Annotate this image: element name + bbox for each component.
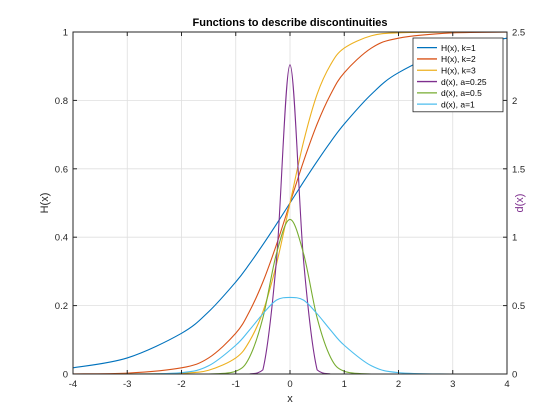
x-tick-label: 3 [450, 379, 455, 390]
legend-label: H(x), k=1 [441, 43, 476, 53]
legend-label: d(x), a=0.5 [441, 88, 482, 98]
chart-title: Functions to describe discontinuities [193, 17, 388, 29]
legend-box [412, 37, 504, 113]
y-left-tick-label: 0.8 [55, 96, 68, 107]
x-tick-label: 0 [287, 379, 292, 390]
x-axis-label: x [287, 393, 293, 405]
series-line-3 [72, 31, 508, 375]
x-tick-label: -2 [177, 379, 185, 390]
y-right-tick-label: 1.5 [512, 164, 525, 175]
legend-label: H(x), k=3 [441, 65, 476, 75]
x-tick-label: -1 [232, 379, 240, 390]
y-axis-left-label: H(x) [39, 193, 51, 214]
y-left-tick-label: 1 [63, 28, 68, 39]
y-right-tick-label: 2.5 [512, 28, 525, 39]
y-left-tick-label: 0.2 [55, 301, 68, 312]
y-left-tick-label: 0.6 [55, 164, 68, 175]
legend-label: d(x), a=1 [441, 99, 475, 109]
series-line-6 [72, 296, 508, 375]
y-left-tick-label: 0.4 [55, 233, 68, 244]
y-right-tick-label: 0 [512, 370, 517, 381]
legend: H(x), k=1H(x), k=2H(x), k=3d(x), a=0.25d… [412, 37, 504, 113]
legend-label: d(x), a=0.25 [441, 77, 487, 87]
x-tick-label: -3 [123, 379, 131, 390]
legend-label: H(x), k=2 [441, 54, 476, 64]
x-tick-label: -4 [69, 379, 77, 390]
x-tick-label: 4 [504, 379, 509, 390]
y-right-tick-label: 1 [512, 233, 517, 244]
x-tick-label: 1 [342, 379, 347, 390]
x-tick-label: 2 [396, 379, 401, 390]
y-axis-right-label: d(x) [514, 194, 526, 213]
y-right-tick-label: 2 [512, 96, 517, 107]
y-right-tick-label: 0.5 [512, 301, 525, 312]
y-left-tick-label: 0 [63, 370, 68, 381]
grid-lines [73, 32, 507, 374]
